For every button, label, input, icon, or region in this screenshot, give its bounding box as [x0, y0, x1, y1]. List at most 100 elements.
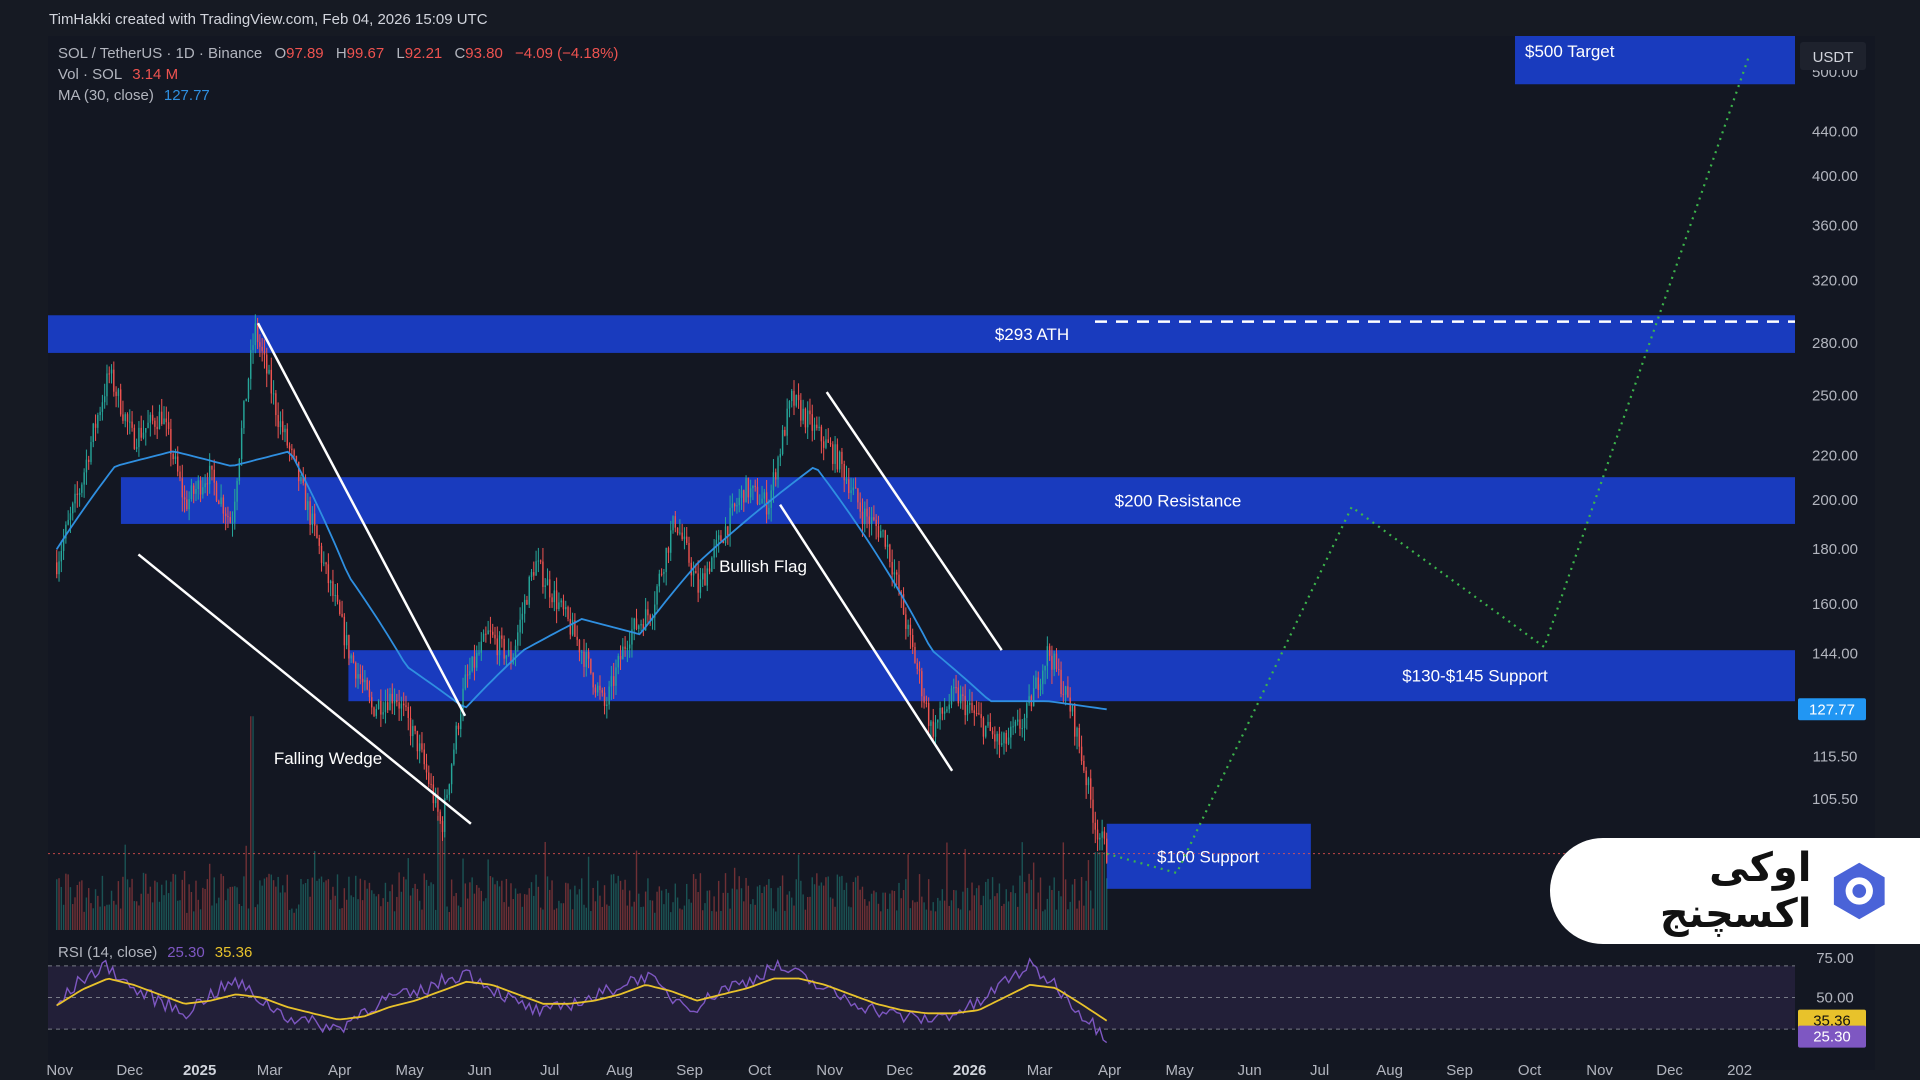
- volume-bar: [425, 879, 428, 930]
- volume-bar: [715, 911, 718, 930]
- volume-bar: [880, 911, 882, 930]
- support-zone-130-145: [348, 650, 1795, 702]
- candle-body: [195, 488, 197, 494]
- volume-bar: [973, 895, 976, 930]
- volume-bar: [286, 874, 288, 930]
- volume-bar: [195, 880, 197, 930]
- volume-bar: [1003, 903, 1005, 930]
- candle-body: [1005, 733, 1007, 744]
- volume-bar: [450, 879, 453, 930]
- volume-bar: [170, 881, 172, 930]
- y-axis-tick: 320.00: [1812, 272, 1858, 289]
- candle-body: [875, 519, 877, 527]
- volume-bar: [852, 881, 855, 930]
- candle-body: [832, 444, 834, 464]
- volume-bar: [320, 876, 323, 930]
- candle-body: [585, 652, 587, 667]
- volume-bar: [923, 902, 925, 930]
- candle-body: [667, 548, 670, 553]
- candle-body: [555, 590, 558, 609]
- volume-bar: [1103, 852, 1106, 930]
- candle-body: [980, 714, 982, 719]
- candle-body: [402, 703, 405, 706]
- candle-body: [1078, 727, 1081, 747]
- volume-bar: [208, 863, 211, 930]
- volume-bar: [1039, 877, 1042, 930]
- volume-bar: [539, 907, 542, 930]
- candle-body: [642, 624, 645, 631]
- candle-body: [932, 721, 934, 737]
- volume-bar: [1083, 905, 1085, 930]
- volume-bar: [277, 876, 279, 930]
- volume-bar: [772, 908, 775, 930]
- candle-body: [923, 696, 925, 703]
- volume-bar: [1069, 901, 1071, 930]
- candle-body: [1092, 799, 1094, 823]
- volume-bar: [1026, 893, 1028, 930]
- rsi-legend: RSI (14, close) 25.30 35.36: [58, 944, 252, 961]
- candle-body: [421, 743, 423, 750]
- candle-body: [1101, 831, 1103, 838]
- candle-body: [772, 472, 775, 491]
- candle-body: [1076, 727, 1078, 737]
- candle-body: [688, 542, 690, 563]
- candle-body: [692, 570, 695, 576]
- candle-body: [297, 461, 300, 482]
- volume-bar: [690, 902, 692, 930]
- volume-bar: [581, 878, 583, 930]
- candle-body: [282, 421, 284, 433]
- volume-bar: [498, 886, 501, 930]
- candle-body: [571, 620, 574, 635]
- volume-bar: [870, 893, 873, 930]
- volume-bar: [521, 906, 524, 930]
- candle-body: [149, 414, 152, 423]
- candle-body: [521, 613, 524, 620]
- candle-body: [167, 422, 170, 429]
- candle-body: [759, 503, 761, 505]
- y-axis-tick: 440.00: [1812, 124, 1858, 141]
- volume-bar: [925, 909, 928, 930]
- candle-body: [1080, 746, 1083, 761]
- volume-bar: [848, 906, 850, 930]
- candle-body: [628, 644, 631, 649]
- volume-bar: [288, 909, 291, 930]
- volume-bar: [507, 906, 510, 930]
- candle-body: [679, 532, 681, 534]
- volume-bar: [393, 911, 396, 930]
- candle-body: [359, 674, 362, 679]
- volume-bar: [695, 878, 697, 930]
- candle-body: [1058, 669, 1060, 671]
- candle-body: [994, 734, 996, 742]
- candle-body: [978, 713, 980, 715]
- candle-body: [633, 618, 635, 630]
- volume-bar: [457, 905, 460, 930]
- volume-bar: [300, 878, 302, 930]
- volume-bar: [1046, 898, 1049, 930]
- volume-bar: [875, 892, 877, 930]
- candle-body: [704, 573, 706, 586]
- candle-body: [1000, 743, 1003, 745]
- bullish-flag-label: Bullish Flag: [719, 557, 807, 576]
- candle-body: [551, 597, 553, 603]
- volume-bar: [761, 893, 763, 930]
- volume-bar: [886, 908, 889, 930]
- volume-bar: [553, 909, 556, 930]
- volume-bar: [512, 899, 514, 930]
- volume-bar: [1035, 909, 1037, 930]
- volume-bar: [603, 885, 606, 930]
- candle-body: [706, 568, 708, 586]
- y-axis-tick: 220.00: [1812, 447, 1858, 464]
- candle-body: [1026, 703, 1028, 718]
- volume-bar: [905, 879, 907, 930]
- volume-bar: [446, 906, 448, 930]
- volume-bar: [558, 900, 560, 930]
- x-axis-tick: Aug: [606, 1062, 633, 1079]
- volume-bar: [266, 877, 268, 930]
- candle-body: [902, 594, 905, 615]
- candle-body: [715, 539, 718, 547]
- candle-body: [81, 484, 83, 493]
- candle-body: [1055, 653, 1058, 670]
- candle-body: [854, 487, 857, 489]
- support-zone-100: [1106, 823, 1311, 889]
- candle-body: [672, 516, 674, 531]
